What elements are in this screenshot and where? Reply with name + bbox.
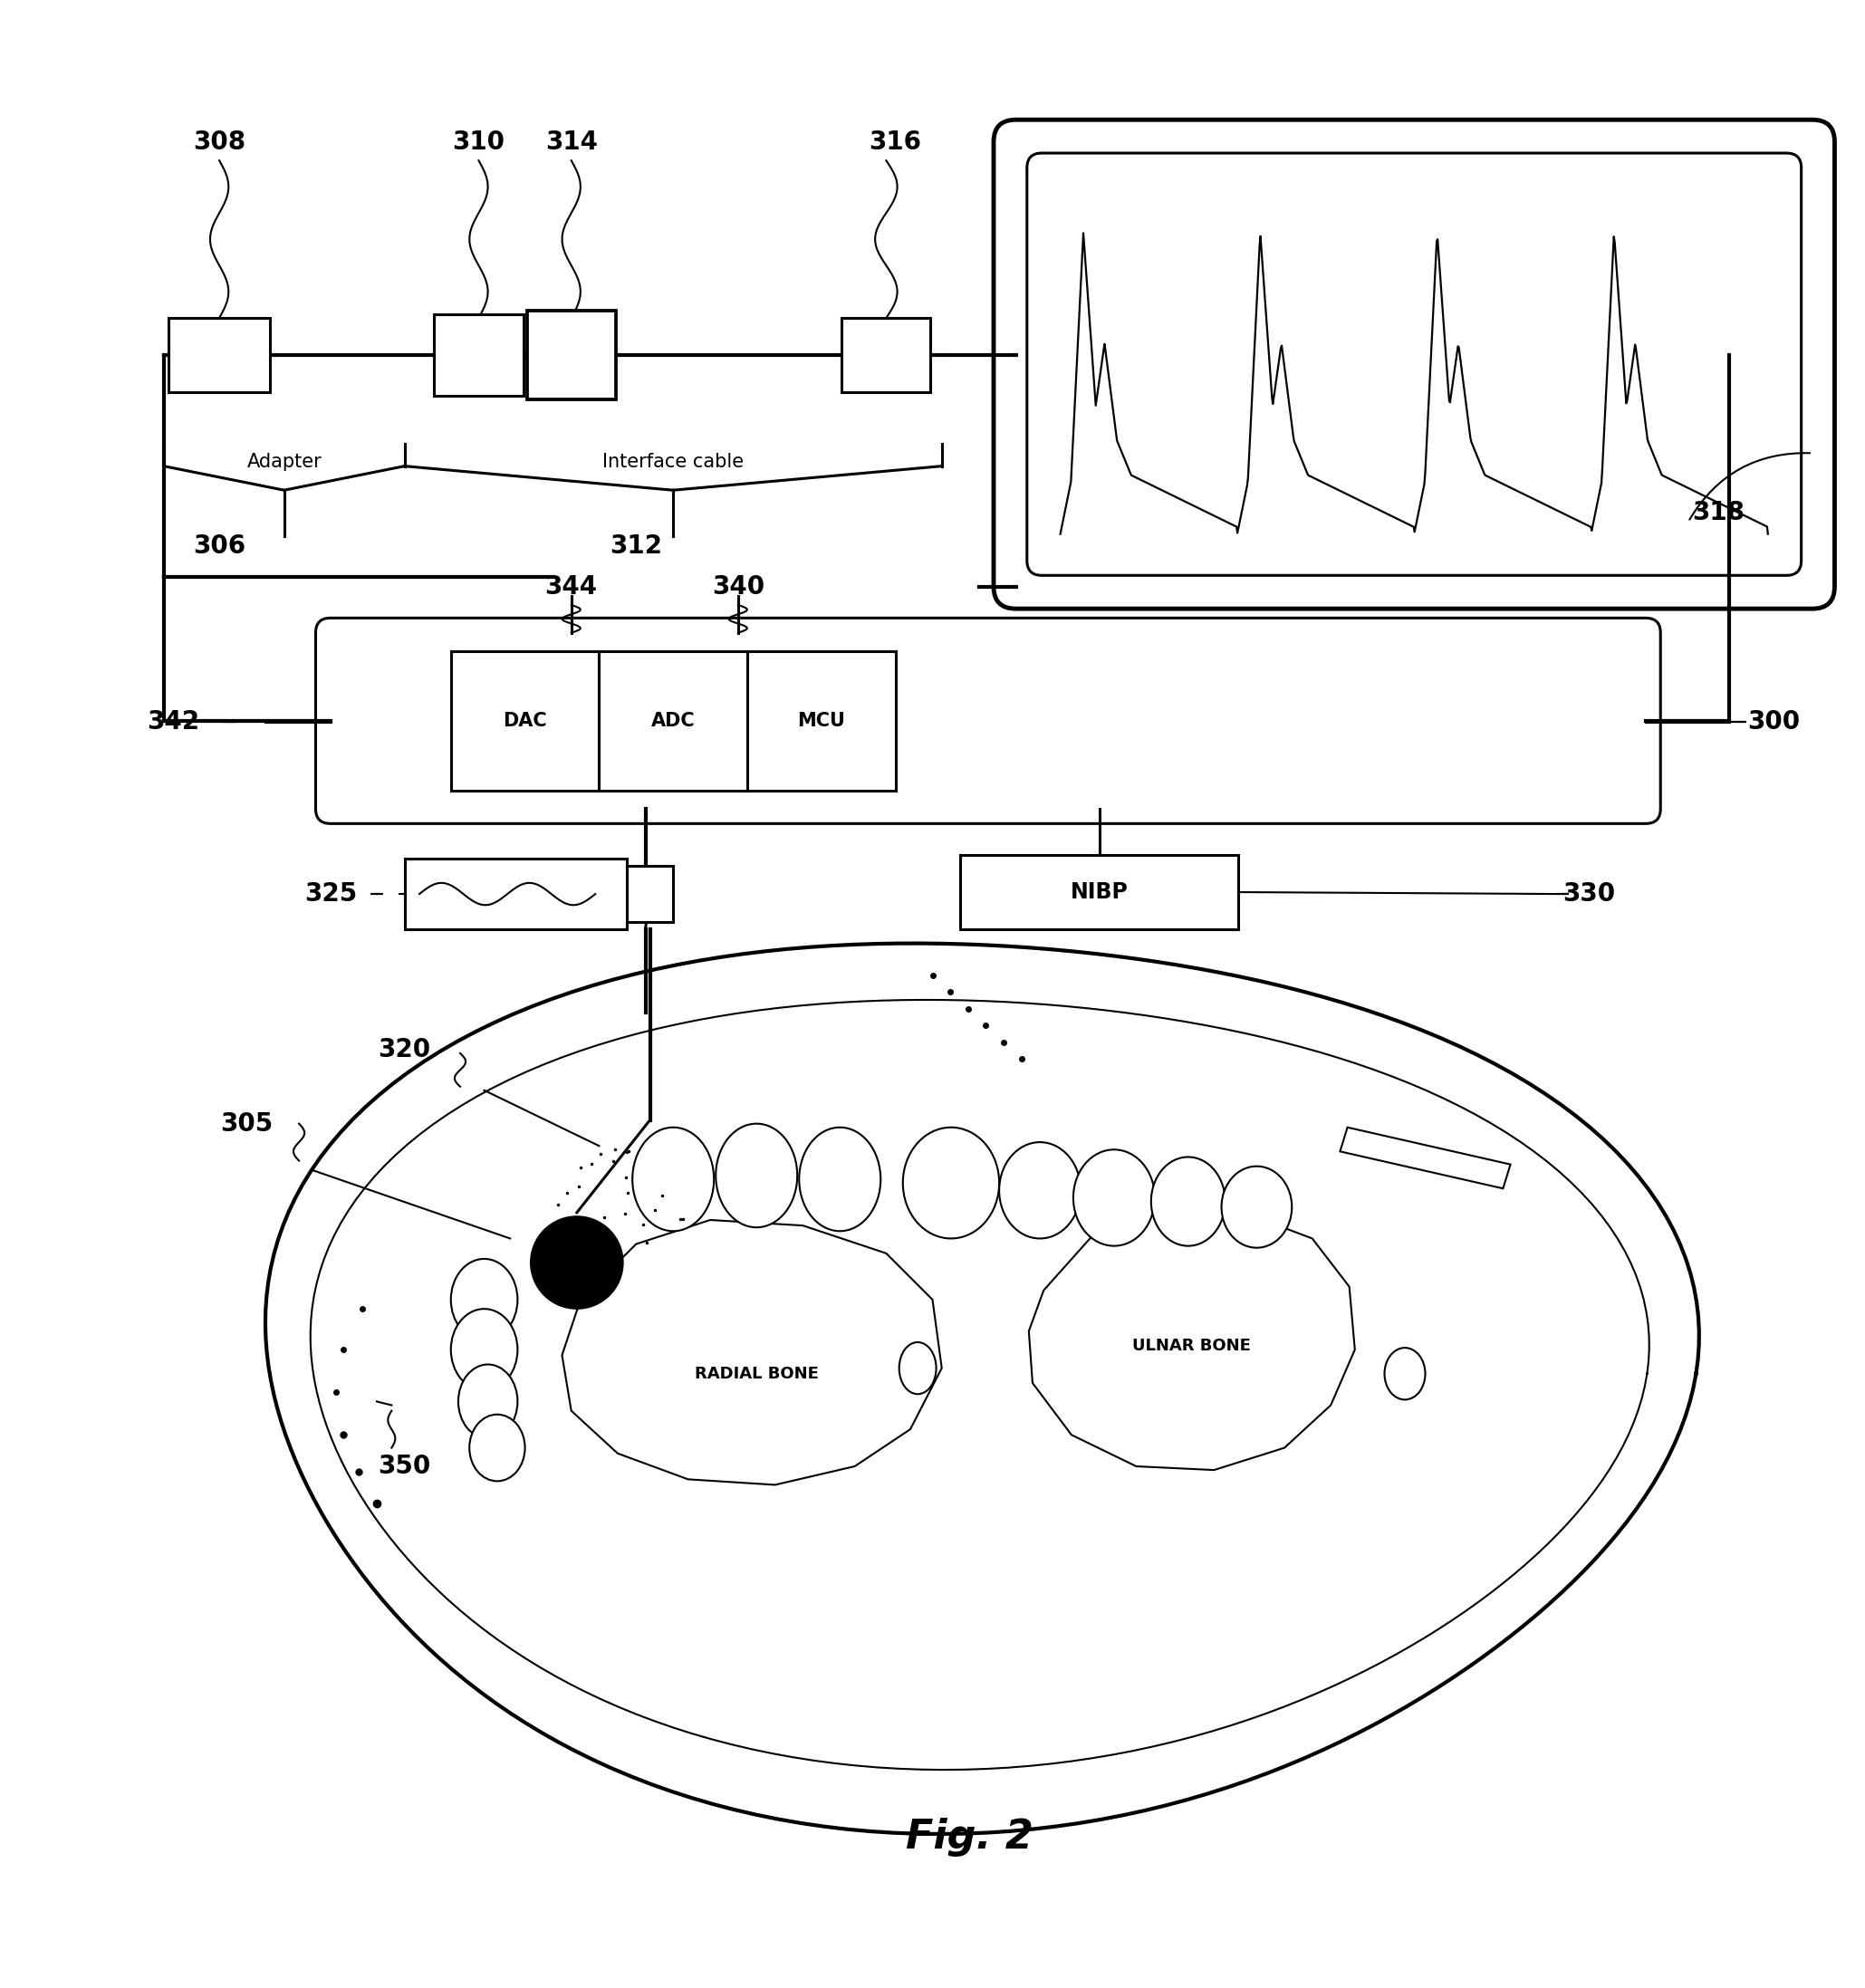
Ellipse shape: [459, 1364, 518, 1439]
Text: Adapter: Adapter: [246, 453, 321, 471]
FancyBboxPatch shape: [315, 618, 1660, 823]
Bar: [435, 314, 522, 396]
Ellipse shape: [899, 1342, 936, 1394]
Text: ADC: ADC: [651, 712, 696, 730]
Text: 300: 300: [1748, 710, 1800, 734]
FancyBboxPatch shape: [1028, 153, 1802, 575]
Text: 305: 305: [220, 1111, 274, 1137]
Text: 308: 308: [192, 129, 246, 155]
Text: DAC: DAC: [504, 712, 546, 730]
Text: MCU: MCU: [798, 712, 845, 730]
Ellipse shape: [716, 1123, 796, 1227]
Ellipse shape: [1384, 1348, 1425, 1400]
Bar: [748, 652, 895, 791]
Text: 340: 340: [712, 575, 765, 598]
Bar: [599, 652, 748, 791]
Ellipse shape: [451, 1308, 518, 1390]
Text: Fig. 2: Fig. 2: [906, 1817, 1033, 1857]
Bar: [841, 318, 931, 392]
Bar: [451, 652, 599, 791]
Text: 312: 312: [610, 533, 662, 559]
Ellipse shape: [1072, 1149, 1154, 1246]
Text: 344: 344: [545, 575, 597, 598]
Polygon shape: [1029, 1213, 1354, 1469]
Text: 318: 318: [1692, 499, 1744, 525]
Text: 310: 310: [453, 129, 505, 155]
Ellipse shape: [1222, 1167, 1292, 1248]
Bar: [168, 318, 270, 392]
Bar: [627, 867, 673, 922]
Ellipse shape: [1151, 1157, 1225, 1246]
Text: RADIAL BONE: RADIAL BONE: [694, 1366, 819, 1382]
Bar: [960, 855, 1238, 928]
Text: 330: 330: [1563, 881, 1615, 907]
Text: NIBP: NIBP: [1071, 881, 1128, 903]
Polygon shape: [561, 1221, 942, 1485]
Polygon shape: [1341, 1127, 1511, 1189]
FancyBboxPatch shape: [994, 119, 1835, 608]
Bar: [526, 310, 615, 400]
Ellipse shape: [903, 1127, 1000, 1239]
Text: 316: 316: [869, 129, 921, 155]
Bar: [405, 859, 627, 928]
Circle shape: [530, 1217, 623, 1308]
Text: 342: 342: [147, 710, 200, 734]
Ellipse shape: [451, 1258, 518, 1340]
Text: ULNAR BONE: ULNAR BONE: [1132, 1338, 1251, 1354]
Ellipse shape: [798, 1127, 880, 1231]
Text: 325: 325: [304, 881, 356, 907]
Text: 314: 314: [545, 129, 597, 155]
Text: 320: 320: [379, 1038, 431, 1062]
Text: 306: 306: [192, 533, 246, 559]
Ellipse shape: [470, 1413, 524, 1481]
Ellipse shape: [1000, 1143, 1080, 1239]
Text: Interface cable: Interface cable: [602, 453, 744, 471]
Text: 350: 350: [379, 1453, 431, 1479]
Ellipse shape: [632, 1127, 714, 1231]
